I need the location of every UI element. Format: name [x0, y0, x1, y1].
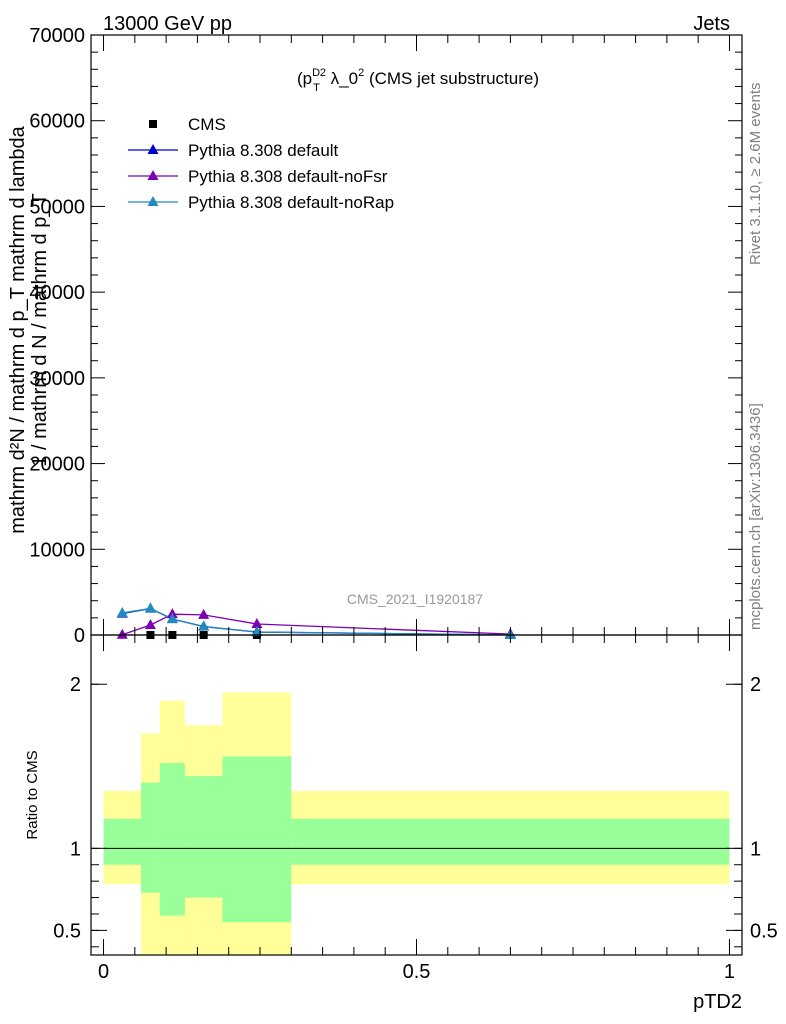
- tick-label: 70000: [29, 25, 85, 47]
- series-point: [116, 628, 128, 639]
- legend-marker: [149, 120, 157, 128]
- legend-marker: [147, 144, 159, 154]
- series-line-3: [122, 607, 511, 636]
- legend-label: CMS: [188, 115, 226, 134]
- y-axis-label-line1: mathrm d²N / mathrm d p_T mathrm d lambd…: [7, 125, 29, 533]
- x-axis-label: pTD2: [693, 991, 742, 1013]
- axis-ticks: [91, 34, 742, 955]
- legend-marker: [147, 170, 159, 180]
- y-axis-label-main-2: 1 / mathrm d N / mathrm d p_T: [29, 193, 51, 466]
- series-markers: [116, 602, 516, 639]
- series-point: [116, 606, 128, 617]
- tick-label: 0: [98, 961, 109, 983]
- legend-label: Pythia 8.308 default-noFsr: [188, 167, 388, 186]
- series-line-1: [122, 607, 511, 636]
- series-point: [198, 608, 210, 619]
- series-point: [198, 620, 210, 631]
- series-lines: [122, 607, 511, 636]
- ratio-band-green-bin: [103, 818, 142, 865]
- y-axis-label-ratio: Ratio to CMS: [24, 750, 41, 839]
- ratio-band-green-bin: [291, 818, 730, 865]
- tick-label: 0.5: [53, 920, 81, 942]
- tick-label: 30000: [29, 368, 85, 390]
- tick-label: 60000: [29, 111, 85, 133]
- watermark: CMS_2021_I1920187: [347, 591, 483, 607]
- tick-label: 50000: [29, 196, 85, 218]
- ratio-band-green-bin: [141, 782, 160, 893]
- tick-label: 2: [750, 674, 761, 696]
- series-point: [144, 602, 156, 613]
- plot-title: (pD T2 λ_02 (CMS jet substructure): [297, 67, 539, 94]
- mcplots-label: mcplots.cern.ch [arXiv:1306.3436]: [747, 403, 764, 630]
- legend: CMS Pythia 8.308 default Pythia 8.308 defa…: [128, 115, 394, 212]
- rivet-version-label: Rivet 3.1.10, ≥ 2.6M events: [747, 83, 764, 266]
- header-right: Jets: [693, 13, 730, 35]
- y-axis-label-main: mathrm d²N / mathrm d p_T mathrm d lambd…: [7, 125, 29, 533]
- axis-tick-labels: 0 10000 20000 30000 40000 50000 60000 70000 0.5 0…: [29, 25, 777, 983]
- ratio-band-green-bin: [222, 756, 292, 923]
- series-point: [166, 612, 178, 623]
- legend-label: Pythia 8.308 default-noRap: [188, 193, 394, 212]
- ratio-band-green-bin: [184, 776, 223, 898]
- series-point: [144, 618, 156, 629]
- tick-label: 40000: [29, 282, 85, 304]
- header-left: 13000 GeV pp: [103, 13, 232, 35]
- tick-label: 0: [74, 625, 85, 647]
- tick-label: 1: [750, 838, 761, 860]
- tick-label: 2: [70, 674, 81, 696]
- legend-marker: [147, 196, 159, 206]
- ratio-band-green-bin: [159, 763, 185, 916]
- ratio-bands: [103, 692, 730, 955]
- tick-label: 1: [70, 838, 81, 860]
- series-point: [251, 618, 263, 629]
- legend-label: Pythia 8.308 default: [188, 141, 339, 160]
- tick-label: 10000: [29, 539, 85, 561]
- tick-label: 0.5: [750, 920, 778, 942]
- tick-label: 0.5: [403, 961, 431, 983]
- tick-label: 1: [724, 961, 735, 983]
- tick-label: 20000: [29, 454, 85, 476]
- series-line-2: [122, 613, 511, 636]
